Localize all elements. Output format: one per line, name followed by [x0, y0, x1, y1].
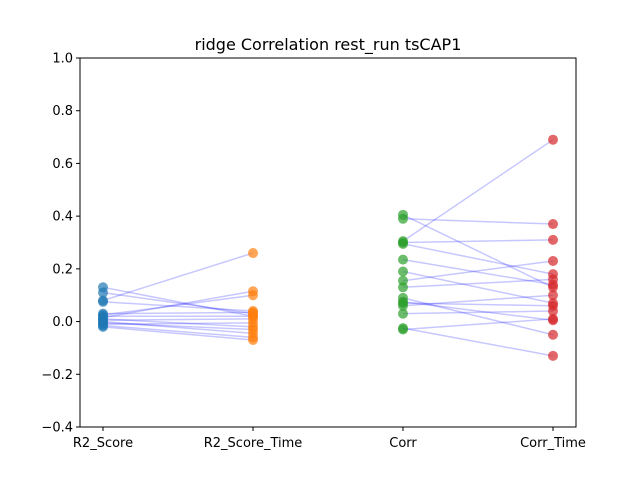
point-corr — [398, 282, 408, 293]
point-corr-time — [548, 219, 558, 230]
point-r2-score-time — [248, 335, 258, 346]
y-tick-label: 0.2 — [52, 262, 73, 277]
point-corr-time — [548, 274, 558, 285]
x-tick-label: Corr — [389, 436, 417, 451]
point-r2-score-time — [248, 286, 258, 297]
point-corr-time — [548, 306, 558, 317]
y-tick-label: 1.0 — [52, 52, 73, 67]
pair-line — [102, 311, 254, 315]
point-r2-score — [98, 287, 108, 298]
point-corr — [398, 324, 408, 335]
pair-line — [402, 270, 554, 304]
x-tick-label: R2_Score — [73, 436, 133, 451]
pair-line — [402, 139, 554, 242]
pair-line — [102, 322, 254, 325]
pair-line — [402, 214, 554, 288]
y-tick-label: 0.8 — [52, 104, 73, 119]
point-corr-time — [548, 134, 558, 145]
pair-line — [102, 294, 254, 316]
point-corr — [398, 308, 408, 319]
pair-line — [402, 297, 554, 336]
pair-line — [102, 301, 254, 312]
point-corr-time — [548, 290, 558, 301]
pair-line — [402, 294, 554, 307]
point-corr — [398, 238, 408, 249]
pair-line — [102, 318, 254, 328]
pair-line — [102, 252, 254, 302]
point-corr-time — [548, 329, 558, 340]
pair-line — [102, 322, 254, 331]
y-tick-label: −0.2 — [41, 368, 73, 383]
pair-line — [402, 260, 554, 282]
pair-line — [402, 301, 554, 321]
pair-line — [402, 218, 554, 225]
y-tick-label: 0.6 — [52, 157, 73, 172]
x-tick-label: Corr_Time — [520, 436, 586, 451]
plot-frame — [79, 57, 577, 428]
pair-line — [402, 310, 554, 315]
point-corr — [398, 300, 408, 311]
point-corr-time — [548, 313, 558, 324]
pair-line — [102, 286, 254, 318]
pair-line — [402, 243, 554, 275]
pair-line — [402, 318, 554, 331]
pair-line — [102, 290, 254, 319]
pair-line — [102, 320, 254, 335]
x-tick-label: R2_Score_Time — [204, 436, 303, 451]
point-corr — [398, 266, 408, 277]
point-r2-score — [98, 321, 108, 332]
y-tick-label: 0.0 — [52, 315, 73, 330]
pair-line — [102, 318, 254, 322]
pair-line — [402, 278, 554, 289]
pair-line — [102, 291, 254, 315]
y-tick-label: −0.4 — [41, 421, 73, 436]
point-corr-time — [548, 255, 558, 266]
point-corr — [398, 213, 408, 224]
pair-line — [402, 239, 554, 244]
pair-line — [402, 302, 554, 307]
pair-line — [402, 327, 554, 357]
point-corr-time — [548, 350, 558, 361]
point-corr — [398, 254, 408, 265]
chart-title: ridge Correlation rest_run tsCAP1 — [195, 35, 462, 55]
pair-line — [102, 324, 254, 339]
point-r2-score-time — [248, 317, 258, 328]
point-r2-score — [98, 296, 108, 307]
point-corr-time — [548, 234, 558, 245]
pair-line — [102, 326, 254, 341]
pair-line — [402, 258, 554, 286]
y-tick-label: 0.4 — [52, 210, 73, 225]
point-r2-score-time — [248, 248, 258, 259]
